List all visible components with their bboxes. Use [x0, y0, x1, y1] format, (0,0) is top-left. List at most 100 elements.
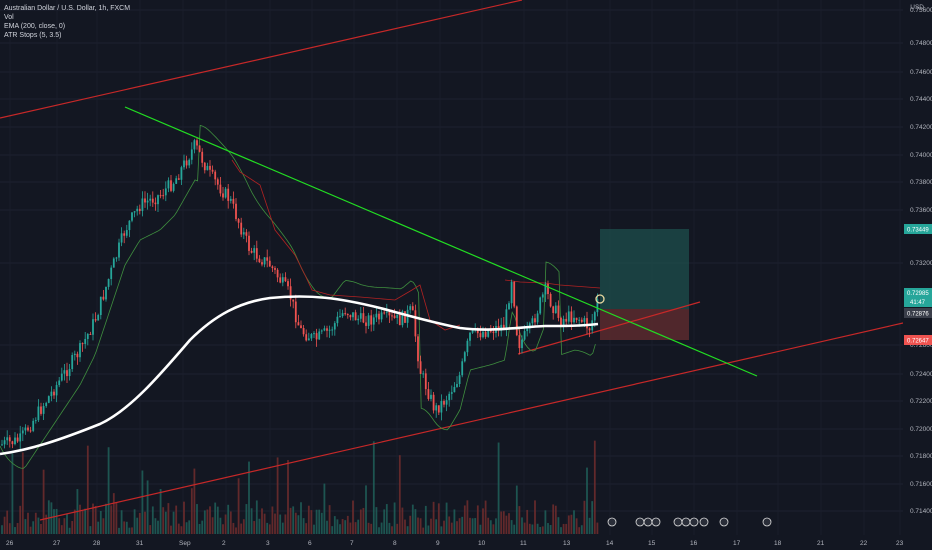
candle-body [40, 406, 42, 414]
candle-body [71, 355, 74, 370]
volume-bar [300, 502, 302, 534]
breakout-marker[interactable] [595, 294, 605, 304]
candle-body [469, 332, 471, 341]
candle-body [435, 405, 438, 411]
candle-body [531, 318, 534, 324]
economic-event-icon[interactable] [635, 517, 645, 527]
time-tick-label: 31 [136, 540, 144, 547]
candle-body [323, 328, 326, 331]
svg-text:0.72985: 0.72985 [907, 291, 929, 297]
candle-body [521, 339, 523, 349]
economic-event-icon[interactable] [681, 517, 691, 527]
time-tick-label: 23 [896, 540, 904, 547]
grid [0, 9, 903, 512]
candle-body [172, 183, 175, 191]
time-tick-label: Sep [179, 540, 191, 547]
candle-body [274, 268, 276, 270]
economic-event-icon[interactable] [689, 517, 699, 527]
volume-bar [375, 507, 378, 534]
volume-bar [495, 518, 497, 534]
candle-body [443, 401, 445, 405]
candle-body [242, 232, 245, 235]
candle-body [331, 329, 334, 331]
candle-body [193, 140, 196, 150]
candle-body [352, 312, 354, 318]
volume-bar [16, 523, 19, 534]
price-tick-label: 0.72400 [910, 371, 932, 378]
volume-bar [276, 457, 279, 534]
candle-body [266, 257, 269, 261]
candle-body [437, 405, 440, 413]
candle-body [552, 306, 555, 314]
candle-body [294, 301, 297, 323]
candle-body [560, 317, 562, 326]
volume-bar [11, 453, 14, 534]
candle-body [534, 318, 536, 323]
stop-zone[interactable] [600, 309, 689, 340]
short-support-line[interactable] [517, 301, 701, 355]
time-axis[interactable]: 26 27 28 31 Sep 2 3 6 7 8 9 10 11 13 14 15 16 17 18 21 22 23 [6, 540, 904, 547]
candle-body [375, 313, 378, 318]
vol-indicator-label[interactable]: Vol [4, 14, 14, 21]
upper-channel-line[interactable] [0, 0, 523, 119]
target-zone[interactable] [600, 229, 689, 309]
candle-body [55, 385, 58, 396]
volume-bar [183, 501, 185, 534]
candle-body [544, 283, 547, 295]
volume-bar [81, 510, 84, 534]
candle-body [372, 317, 375, 325]
candle-body [586, 318, 588, 329]
candle-body [133, 211, 136, 213]
volume-bar [352, 500, 354, 534]
economic-event-icon[interactable] [673, 517, 683, 527]
volume-bar [89, 526, 92, 534]
economic-event-icon[interactable] [643, 517, 653, 527]
volume-bar [344, 520, 347, 534]
economic-event-icon[interactable] [699, 517, 709, 527]
candle-body [110, 267, 113, 280]
symbol-title[interactable]: Australian Dollar / U.S. Dollar, 1h, FXC… [4, 5, 131, 12]
ema-indicator-label[interactable]: EMA (200, close, 0) [4, 23, 66, 30]
downtrend-line[interactable] [124, 106, 758, 377]
lower-channel-line[interactable] [39, 322, 903, 521]
volume-bar [149, 525, 152, 534]
economic-event-icon[interactable] [651, 517, 661, 527]
candle-body [196, 140, 198, 146]
candle-body [502, 324, 505, 329]
economic-event-icon[interactable] [719, 517, 729, 527]
volume-bar [258, 518, 261, 534]
volume-bar [110, 505, 113, 534]
volume-bar [159, 488, 162, 534]
current-price-badge: 0.72985 41:47 [904, 288, 932, 307]
target-price-badge: 0.73449 [904, 224, 932, 234]
candle-body [492, 331, 495, 333]
price-axis[interactable]: 0.75600 0.74800 0.74600 0.74400 0.74200 0.740… [910, 7, 932, 515]
economic-event-icon[interactable] [607, 517, 617, 527]
volume-bar [123, 521, 126, 534]
price-tick-label: 0.74400 [910, 96, 932, 103]
volume-bar [591, 501, 594, 534]
volume-bar [372, 441, 375, 534]
volume-bar [79, 504, 81, 534]
volume-bar [518, 506, 521, 534]
volume-bar [188, 520, 191, 534]
volume-bar [112, 493, 115, 534]
economic-event-icon[interactable] [762, 517, 772, 527]
candle-body [21, 430, 24, 434]
candle-body [456, 384, 458, 387]
volume-bar [383, 509, 386, 534]
candle-body [487, 330, 490, 337]
atr-indicator-label[interactable]: ATR Stops (5, 3.5) [4, 32, 62, 39]
candle-body [562, 318, 565, 326]
candle-body [60, 373, 63, 381]
volume-bar [474, 518, 477, 534]
candle-body [94, 319, 97, 321]
candle-body [313, 333, 315, 335]
ema-200-line[interactable] [0, 295, 599, 456]
volume-bar [201, 520, 204, 534]
event-icons[interactable] [607, 517, 772, 527]
candle-body [583, 318, 586, 322]
time-tick-label: 17 [733, 540, 741, 547]
candle-body [518, 335, 521, 349]
